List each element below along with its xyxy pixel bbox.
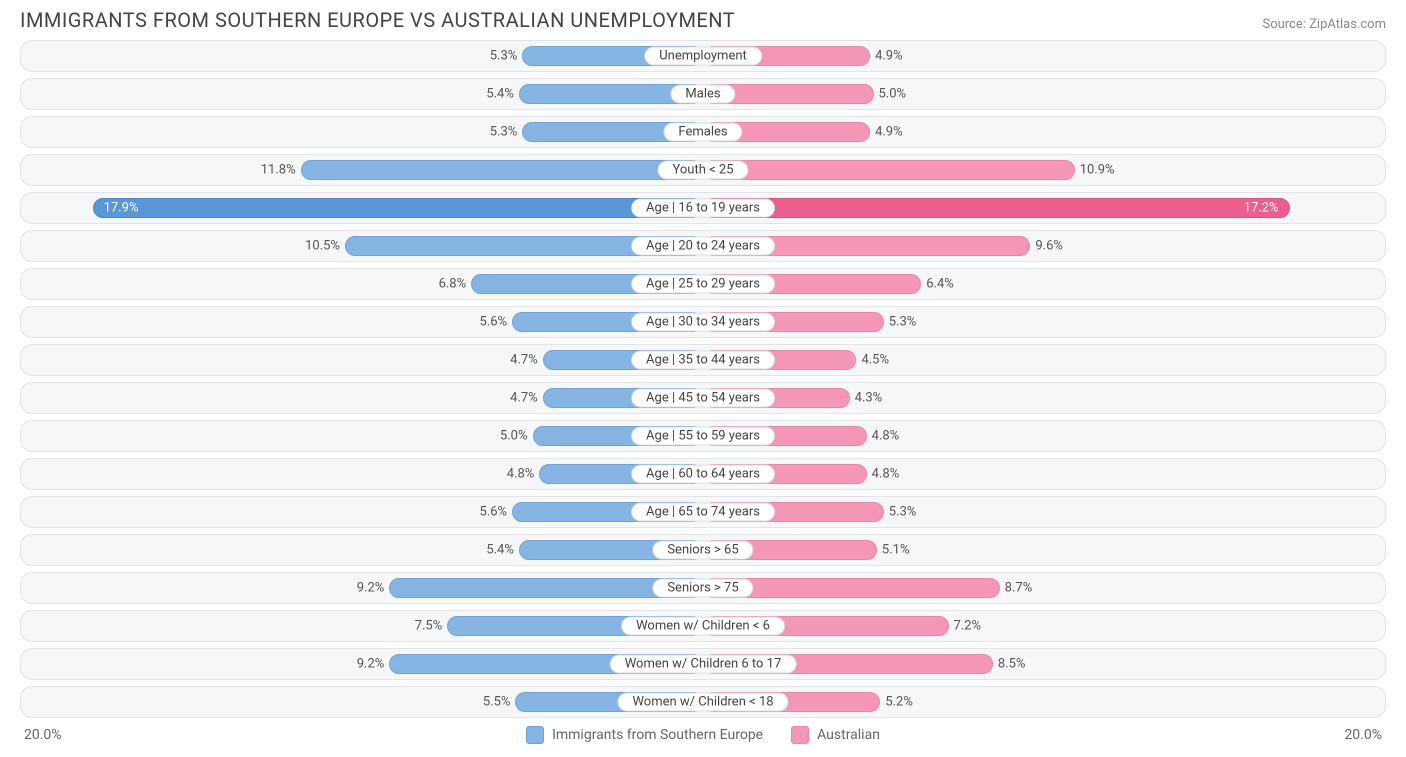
value-label-right: 4.5%: [855, 353, 895, 368]
chart-row: 5.6% 5.3% Age | 65 to 74 years: [20, 496, 1386, 528]
chart-row: 9.2% 8.5% Women w/ Children 6 to 17: [20, 648, 1386, 680]
bar-right: 10.9%: [703, 160, 1075, 180]
axis-right-max: 20.0%: [1344, 727, 1382, 743]
header: IMMIGRANTS FROM SOUTHERN EUROPE VS AUSTR…: [0, 0, 1406, 36]
value-label-right: 17.2%: [1238, 201, 1285, 216]
value-label-right: 6.4%: [920, 277, 960, 292]
chart-area: 5.3% 4.9% Unemployment 5.4% 5.0% Males 5.3% 4.9…: [0, 36, 1406, 718]
value-label-right: 4.9%: [869, 125, 909, 140]
category-pill: Age | 25 to 29 years: [631, 275, 775, 294]
category-pill: Age | 55 to 59 years: [631, 427, 775, 446]
chart-row: 17.9% 17.2% Age | 16 to 19 years: [20, 192, 1386, 224]
value-label-left: 4.7%: [504, 391, 544, 406]
value-label-left: 5.3%: [484, 125, 524, 140]
source-attribution: Source: ZipAtlas.com: [1262, 17, 1386, 32]
value-label-right: 8.5%: [992, 657, 1032, 672]
category-pill: Age | 20 to 24 years: [631, 237, 775, 256]
value-label-left: 4.8%: [501, 467, 541, 482]
category-pill: Age | 65 to 74 years: [631, 503, 775, 522]
legend-item-left: Immigrants from Southern Europe: [526, 726, 763, 744]
bar-right: 17.2%: [703, 198, 1290, 218]
bar-left: 17.9%: [93, 198, 703, 218]
value-label-right: 5.0%: [873, 87, 913, 102]
chart-row: 5.3% 4.9% Females: [20, 116, 1386, 148]
chart-row: 11.8%10.9%Youth < 25: [20, 154, 1386, 186]
category-pill: Seniors > 75: [652, 579, 753, 598]
value-label-right: 4.8%: [866, 467, 906, 482]
category-pill: Women w/ Children < 18: [617, 693, 788, 712]
value-label-left: 9.2%: [351, 657, 391, 672]
category-pill: Age | 45 to 54 years: [631, 389, 775, 408]
category-pill: Age | 60 to 64 years: [631, 465, 775, 484]
value-label-left: 11.8%: [255, 163, 302, 178]
value-label-right: 4.3%: [849, 391, 889, 406]
value-label-right: 5.3%: [883, 505, 923, 520]
axis-left-max: 20.0%: [24, 727, 62, 743]
value-label-right: 8.7%: [999, 581, 1039, 596]
chart-title: IMMIGRANTS FROM SOUTHERN EUROPE VS AUSTR…: [20, 8, 735, 32]
chart-row: 7.5% 7.2% Women w/ Children < 6: [20, 610, 1386, 642]
value-label-left: 6.8%: [433, 277, 473, 292]
legend-swatch-icon: [526, 726, 544, 744]
legend-label-left: Immigrants from Southern Europe: [552, 727, 763, 743]
category-pill: Seniors > 65: [652, 541, 753, 560]
value-label-right: 5.3%: [883, 315, 923, 330]
chart-row: 5.4% 5.0% Males: [20, 78, 1386, 110]
category-pill: Age | 16 to 19 years: [631, 199, 775, 218]
category-pill: Males: [670, 85, 735, 104]
value-label-left: 5.4%: [480, 543, 520, 558]
value-label-left: 5.5%: [477, 695, 517, 710]
chart-row: 5.5% 5.2% Women w/ Children < 18: [20, 686, 1386, 718]
legend-item-right: Australian: [791, 726, 880, 744]
bar-left: 11.8%: [301, 160, 703, 180]
legend: Immigrants from Southern Europe Australi…: [526, 726, 880, 744]
category-pill: Age | 30 to 34 years: [631, 313, 775, 332]
chart-row: 5.3% 4.9% Unemployment: [20, 40, 1386, 72]
value-label-left: 5.6%: [473, 315, 513, 330]
chart-footer: 20.0% Immigrants from Southern Europe Au…: [0, 724, 1406, 756]
value-label-left: 5.3%: [484, 49, 524, 64]
category-pill: Unemployment: [644, 47, 762, 66]
value-label-right: 5.1%: [876, 543, 916, 558]
chart-row: 6.8% 6.4% Age | 25 to 29 years: [20, 268, 1386, 300]
value-label-right: 4.8%: [866, 429, 906, 444]
value-label-left: 5.4%: [480, 87, 520, 102]
category-pill: Youth < 25: [657, 161, 748, 180]
chart-row: 10.5% 9.6% Age | 20 to 24 years: [20, 230, 1386, 262]
value-label-right: 4.9%: [869, 49, 909, 64]
value-label-right: 7.2%: [948, 619, 988, 634]
value-label-right: 5.2%: [879, 695, 919, 710]
value-label-left: 5.0%: [494, 429, 534, 444]
chart-row: 4.8% 4.8% Age | 60 to 64 years: [20, 458, 1386, 490]
chart-row: 9.2% 8.7% Seniors > 75: [20, 572, 1386, 604]
value-label-left: 4.7%: [504, 353, 544, 368]
chart-row: 4.7% 4.3% Age | 45 to 54 years: [20, 382, 1386, 414]
value-label-left: 5.6%: [473, 505, 513, 520]
value-label-left: 17.9%: [98, 201, 145, 216]
chart-row: 5.6% 5.3% Age | 30 to 34 years: [20, 306, 1386, 338]
chart-row: 4.7% 4.5% Age | 35 to 44 years: [20, 344, 1386, 376]
value-label-left: 7.5%: [409, 619, 449, 634]
value-label-left: 9.2%: [351, 581, 391, 596]
chart-row: 5.4% 5.1% Seniors > 65: [20, 534, 1386, 566]
chart-row: 5.0% 4.8% Age | 55 to 59 years: [20, 420, 1386, 452]
category-pill: Females: [663, 123, 742, 142]
value-label-right: 10.9%: [1074, 163, 1121, 178]
category-pill: Women w/ Children < 6: [621, 617, 785, 636]
value-label-right: 9.6%: [1029, 239, 1069, 254]
legend-label-right: Australian: [817, 727, 880, 743]
category-pill: Women w/ Children 6 to 17: [610, 655, 797, 674]
category-pill: Age | 35 to 44 years: [631, 351, 775, 370]
legend-swatch-icon: [791, 726, 809, 744]
value-label-left: 10.5%: [299, 239, 346, 254]
